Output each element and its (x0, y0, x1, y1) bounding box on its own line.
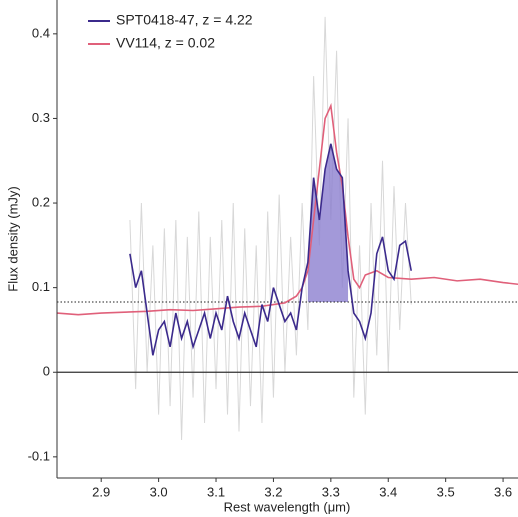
y-tick-label: 0 (43, 364, 50, 379)
x-tick-label: 3.5 (437, 484, 455, 499)
series-line (129, 16, 412, 440)
legend-label: SPT0418-47, z = 4.22 (116, 12, 253, 28)
series-line (129, 143, 413, 356)
y-tick-label: 0.1 (32, 279, 50, 294)
x-tick-label: 3.6 (494, 484, 512, 499)
highlight-area (307, 143, 349, 303)
x-axis-label: Rest wavelength (μm) (224, 499, 351, 514)
y-tick-label: 0.2 (32, 194, 50, 209)
y-tick-label: 0.3 (32, 110, 50, 125)
y-tick-label: 0.4 (32, 25, 50, 40)
x-tick-label: 3.4 (379, 484, 397, 499)
series-line (56, 102, 518, 316)
legend-label: VV114, z = 0.02 (116, 35, 215, 51)
y-axis-label: Flux density (mJy) (5, 186, 20, 291)
y-tick-label: -0.1 (28, 448, 50, 463)
x-tick-label: 3.1 (207, 484, 225, 499)
x-tick-label: 3.2 (264, 484, 282, 499)
x-tick-label: 3.0 (150, 484, 168, 499)
x-tick-label: 2.9 (92, 484, 110, 499)
x-tick-label: 3.3 (322, 484, 340, 499)
